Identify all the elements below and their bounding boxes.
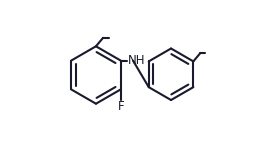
- Text: NH: NH: [128, 54, 145, 67]
- Text: F: F: [117, 100, 124, 113]
